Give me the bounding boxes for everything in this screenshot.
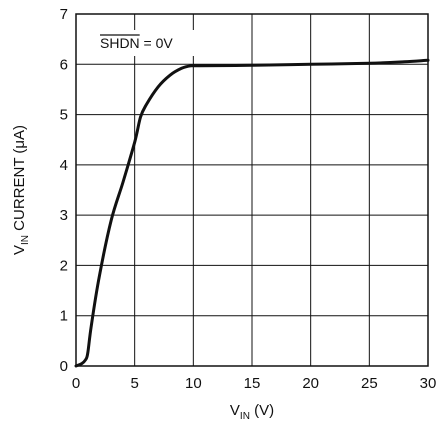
shdn-annotation: SHDN = 0V <box>96 30 196 56</box>
y-tick-label: 0 <box>60 358 68 375</box>
y-tick-label: 1 <box>60 308 68 325</box>
tick-labels: 0 5 10 15 20 25 30 0 1 2 3 4 5 6 7 <box>60 6 437 392</box>
y-tick-label: 5 <box>60 107 68 124</box>
x-tick-label: 15 <box>244 375 261 392</box>
annotation-text: SHDN = 0V <box>100 35 173 51</box>
x-axis-label: VIN (V) <box>230 402 274 422</box>
y-axis-label: VIN CURRENT (μA) <box>11 125 31 255</box>
x-tick-label: 0 <box>72 375 80 392</box>
x-tick-label: 25 <box>361 375 378 392</box>
y-tick-label: 4 <box>60 157 68 174</box>
annotation-overbar-text: SHDN <box>100 35 140 51</box>
series-line <box>74 58 430 368</box>
plot-frame <box>75 13 429 367</box>
y-tick-label: 7 <box>60 6 68 23</box>
y-tick-label: 2 <box>60 257 68 274</box>
annotation-rest: = 0V <box>140 35 174 51</box>
x-tick-label: 10 <box>185 375 202 392</box>
y-tick-label: 3 <box>60 207 68 224</box>
x-tick-label: 30 <box>420 375 437 392</box>
x-tick-label: 5 <box>130 375 138 392</box>
y-tick-label: 6 <box>60 56 68 73</box>
x-tick-label: 20 <box>302 375 319 392</box>
